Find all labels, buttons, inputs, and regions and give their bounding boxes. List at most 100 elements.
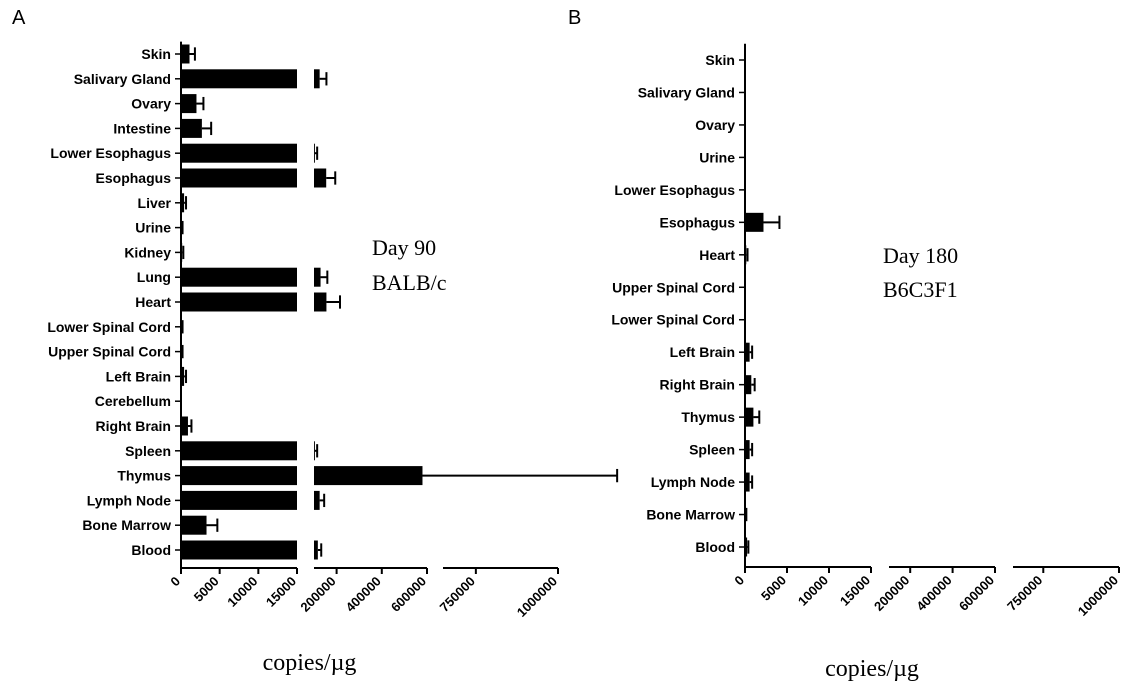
bar	[745, 440, 750, 459]
bar	[181, 69, 297, 88]
category-label: Esophagus	[660, 214, 736, 230]
category-label: Ovary	[695, 117, 735, 133]
bar	[314, 169, 326, 188]
category-label: Lower Spinal Cord	[611, 312, 735, 328]
category-label: Upper Spinal Cord	[612, 279, 735, 295]
category-label: Heart	[699, 247, 735, 263]
category-label: Lower Esophagus	[614, 182, 735, 198]
panel-label: A	[12, 7, 26, 29]
bar	[314, 144, 315, 163]
bar	[181, 516, 207, 535]
bar	[745, 375, 751, 394]
bar	[314, 441, 315, 460]
x-tick-label: 200000	[871, 573, 912, 614]
annotation-text: BALB/c	[372, 270, 447, 295]
bar	[181, 441, 297, 460]
bar	[181, 268, 297, 287]
panel-label: B	[568, 7, 581, 29]
category-label: Thymus	[681, 409, 735, 425]
x-tick-label: 750000	[437, 574, 478, 615]
x-tick-label: 200000	[297, 574, 338, 615]
bar	[181, 94, 196, 113]
x-axis-label: copies/µg	[263, 650, 357, 676]
bar	[181, 541, 297, 560]
x-tick-label: 600000	[956, 573, 997, 614]
category-label: Kidney	[124, 244, 171, 260]
category-label: Lymph Node	[651, 474, 735, 490]
bar	[181, 367, 184, 386]
category-label: Skin	[705, 52, 735, 68]
category-label: Urine	[135, 220, 171, 236]
bar	[745, 245, 746, 264]
bar	[745, 343, 750, 362]
bar	[745, 538, 747, 557]
category-label: Intestine	[113, 120, 171, 136]
category-label: Lower Spinal Cord	[47, 319, 171, 335]
bar	[314, 466, 422, 485]
bar	[181, 144, 297, 163]
category-label: Lung	[137, 269, 171, 285]
x-tick-label: 1000000	[1075, 573, 1121, 619]
category-label: Ovary	[131, 96, 171, 112]
category-label: Cerebellum	[95, 393, 171, 409]
category-label: Left Brain	[670, 344, 735, 360]
category-label: Esophagus	[96, 170, 172, 186]
x-tick-label: 15000	[263, 574, 299, 610]
category-label: Lower Esophagus	[50, 145, 171, 161]
bar	[181, 243, 182, 262]
bar	[181, 169, 297, 188]
x-tick-label: 1000000	[514, 574, 560, 620]
category-label: Right Brain	[660, 377, 735, 393]
bar	[745, 213, 763, 232]
x-tick-label: 400000	[343, 574, 384, 615]
bar	[314, 293, 326, 312]
category-label: Bone Marrow	[646, 507, 735, 523]
category-label: Spleen	[689, 442, 735, 458]
bar	[181, 293, 297, 312]
x-tick-label: 0	[167, 574, 183, 590]
bar	[181, 466, 297, 485]
bar	[181, 491, 297, 510]
category-label: Skin	[141, 46, 171, 62]
category-label: Salivary Gland	[638, 84, 735, 100]
annotation-text: Day 180	[883, 243, 958, 268]
bar	[181, 119, 202, 138]
category-label: Upper Spinal Cord	[48, 344, 171, 360]
bar	[314, 69, 320, 88]
annotation-text: Day 90	[372, 235, 436, 260]
category-label: Liver	[138, 195, 172, 211]
x-tick-label: 400000	[913, 573, 954, 614]
category-label: Urine	[699, 149, 735, 165]
category-label: Right Brain	[96, 418, 171, 434]
bar	[181, 417, 188, 436]
category-label: Lymph Node	[87, 492, 171, 508]
category-label: Bone Marrow	[82, 517, 171, 533]
x-tick-label: 15000	[837, 573, 873, 609]
category-label: Left Brain	[106, 368, 171, 384]
bar	[314, 541, 318, 560]
x-tick-label: 5000	[191, 574, 222, 605]
x-tick-label: 600000	[388, 574, 429, 615]
x-axis-label: copies/µg	[825, 656, 919, 682]
category-label: Spleen	[125, 443, 171, 459]
bar	[745, 473, 750, 492]
x-tick-label: 5000	[758, 573, 789, 604]
category-label: Blood	[131, 542, 171, 558]
bar	[181, 45, 190, 64]
x-tick-label: 750000	[1004, 573, 1045, 614]
category-label: Heart	[135, 294, 171, 310]
bar	[181, 193, 184, 212]
category-label: Thymus	[117, 468, 171, 484]
x-tick-label: 10000	[224, 574, 260, 610]
bar	[314, 491, 320, 510]
category-label: Blood	[695, 539, 735, 555]
x-tick-label: 0	[731, 573, 747, 589]
bar	[745, 408, 753, 427]
annotation-text: B6C3F1	[883, 277, 958, 302]
category-label: Salivary Gland	[74, 71, 171, 87]
x-tick-label: 10000	[795, 573, 831, 609]
